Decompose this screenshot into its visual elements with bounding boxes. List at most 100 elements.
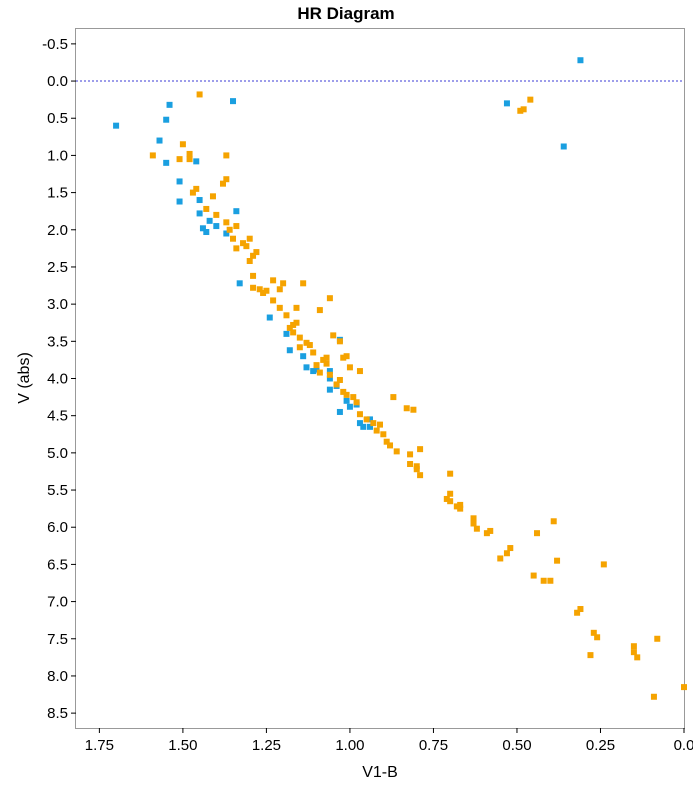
y-axis: -0.5 0.0 0.5 1.0 1.5 2.0 2.5 3.0 3.5 4.0 4.5 5.0 5.5… <box>42 36 76 722</box>
data-point-series-2 <box>387 442 394 449</box>
data-point-series-2 <box>470 515 477 522</box>
data-points <box>113 57 687 700</box>
data-point-series-2 <box>323 354 330 361</box>
data-point-series-1 <box>213 223 220 230</box>
y-tick-label: 4.5 <box>47 408 68 425</box>
data-point-series-2 <box>219 180 226 187</box>
y-tick-label: 6.0 <box>47 519 68 536</box>
data-point-series-2 <box>587 652 594 659</box>
data-point-series-2 <box>383 438 390 445</box>
data-point-series-2 <box>316 307 323 314</box>
data-point-series-2 <box>250 252 257 259</box>
data-point-series-2 <box>186 156 193 163</box>
data-point-series-2 <box>296 334 303 341</box>
data-point-series-1 <box>266 314 273 321</box>
data-point-series-2 <box>240 240 247 247</box>
data-point-series-1 <box>163 159 170 166</box>
data-point-series-2 <box>256 286 263 293</box>
data-point-series-2 <box>209 193 216 200</box>
data-point-series-2 <box>223 152 230 159</box>
data-point-series-1 <box>310 368 317 375</box>
data-point-series-2 <box>326 295 333 302</box>
data-point-series-1 <box>230 98 237 105</box>
data-point-series-2 <box>290 329 297 336</box>
y-tick-label: 2.5 <box>47 259 68 276</box>
data-point-series-2 <box>310 349 317 356</box>
data-point-series-2 <box>280 280 287 287</box>
data-point-series-2 <box>403 405 410 412</box>
data-point-series-2 <box>253 249 260 256</box>
data-point-series-2 <box>336 376 343 383</box>
data-point-series-2 <box>313 362 320 369</box>
data-point-series-2 <box>547 577 554 584</box>
x-axis: 1.75 1.50 1.25 1.00 0.75 0.50 0.25 0.0 <box>85 728 693 754</box>
x-axis-label: V1-B <box>362 764 398 781</box>
chart-title: HR Diagram <box>297 4 394 23</box>
data-point-series-1 <box>343 397 350 404</box>
data-point-series-2 <box>226 226 233 233</box>
y-tick-label: 8.5 <box>47 705 68 722</box>
data-point-series-2 <box>380 431 387 438</box>
data-point-series-2 <box>534 530 541 537</box>
data-point-series-2 <box>457 505 464 512</box>
data-point-series-2 <box>176 156 183 163</box>
data-point-series-1 <box>176 178 183 185</box>
data-point-series-2 <box>270 297 277 304</box>
data-point-series-1 <box>336 408 343 415</box>
data-point-series-2 <box>373 427 380 434</box>
y-tick-label: 5.5 <box>47 482 68 499</box>
x-tick-label: 0.25 <box>586 737 615 754</box>
data-point-series-2 <box>286 324 293 331</box>
data-point-series-1 <box>366 423 373 430</box>
data-point-series-2 <box>634 654 641 661</box>
x-tick-label: 1.25 <box>252 737 281 754</box>
data-point-series-2 <box>260 289 267 296</box>
data-point-series-2 <box>353 399 360 406</box>
data-point-series-2 <box>630 643 637 650</box>
data-point-series-2 <box>590 629 597 636</box>
data-point-series-2 <box>233 245 240 252</box>
data-point-series-2 <box>413 466 420 473</box>
y-tick-label: 3.5 <box>47 333 68 350</box>
data-point-series-2 <box>340 354 347 361</box>
data-point-series-1 <box>360 423 367 430</box>
data-point-series-1 <box>577 57 584 64</box>
y-tick-label: 3.0 <box>47 296 68 313</box>
data-point-series-2 <box>681 684 687 691</box>
y-tick-label: 7.0 <box>47 594 68 611</box>
data-point-series-2 <box>246 235 253 242</box>
data-point-series-2 <box>447 490 454 497</box>
data-point-series-2 <box>230 235 237 242</box>
data-point-series-1 <box>203 229 210 236</box>
data-point-series-2 <box>320 356 327 363</box>
y-tick-label: 4.0 <box>47 371 68 388</box>
x-tick-label: 1.50 <box>168 737 197 754</box>
data-point-series-1 <box>196 197 203 204</box>
data-point-series-2 <box>303 339 310 346</box>
data-point-series-2 <box>447 470 454 477</box>
data-point-series-2 <box>233 223 240 230</box>
data-point-series-2 <box>213 211 220 218</box>
data-point-series-1 <box>163 116 170 123</box>
data-point-series-2 <box>296 344 303 351</box>
data-point-series-1 <box>283 330 290 337</box>
data-point-series-1 <box>346 403 353 410</box>
data-point-series-2 <box>630 649 637 656</box>
data-point-series-1 <box>313 366 320 373</box>
data-point-series-1 <box>176 198 183 205</box>
x-tick-label: 0.50 <box>502 737 531 754</box>
data-point-series-1 <box>366 416 373 423</box>
data-point-series-2 <box>293 304 300 311</box>
data-point-series-2 <box>343 391 350 398</box>
data-point-series-2 <box>246 258 253 265</box>
x-tick-label: 1.75 <box>85 737 114 754</box>
data-point-series-2 <box>594 634 601 641</box>
data-point-series-2 <box>223 176 230 183</box>
data-point-series-2 <box>407 451 414 458</box>
data-point-series-2 <box>203 205 210 212</box>
data-point-series-2 <box>193 185 200 192</box>
data-point-series-1 <box>156 137 163 144</box>
data-point-series-2 <box>250 284 257 291</box>
data-point-series-2 <box>223 219 230 226</box>
